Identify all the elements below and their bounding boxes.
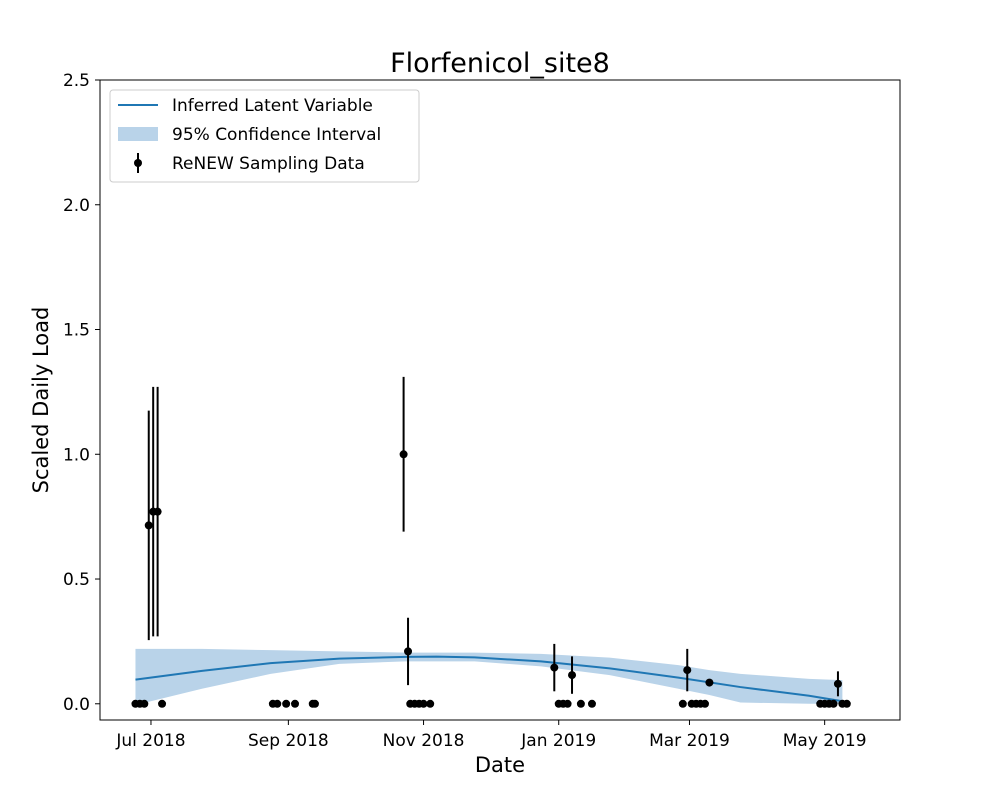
sample-point [587, 699, 596, 708]
y-tick-label: 1.0 [63, 445, 90, 465]
sample-point [705, 678, 714, 687]
legend: Inferred Latent Variable 95% Confidence … [109, 89, 420, 183]
y-tick-label: 0.0 [63, 695, 90, 715]
sample-point [153, 507, 162, 516]
sample-point [842, 699, 851, 708]
sample-point [563, 699, 572, 708]
x-tick-label: Jan 2019 [520, 731, 596, 751]
sample-point [833, 679, 842, 688]
y-axis-label: Scaled Daily Load [29, 307, 53, 494]
legend-label-samples: ReNEW Sampling Data [172, 154, 365, 174]
legend-frame [109, 89, 420, 183]
y-tick-label: 2.0 [63, 196, 90, 216]
sample-point [568, 671, 577, 680]
sample-point [158, 699, 167, 708]
legend-label-confidence: 95% Confidence Interval [172, 125, 381, 145]
sample-point [291, 699, 300, 708]
x-tick-label: May 2019 [783, 731, 867, 751]
x-tick-label: Jul 2018 [115, 731, 185, 751]
sample-point [282, 699, 291, 708]
y-tick-label: 2.5 [63, 71, 90, 91]
axes [99, 79, 901, 721]
sample-point [576, 699, 585, 708]
legend-band-swatch [118, 127, 158, 141]
latent-variable-line [135, 655, 843, 703]
plot-area [131, 376, 851, 708]
sample-point [829, 699, 838, 708]
sample-point [683, 666, 692, 675]
y-tick-label: 0.5 [63, 570, 90, 590]
sample-point [404, 647, 413, 656]
x-tick-label: Mar 2019 [649, 731, 730, 751]
legend-point-swatch [134, 159, 142, 167]
x-tick-label: Nov 2018 [383, 731, 465, 751]
chart-title: Florfenicol_site8 [390, 48, 610, 79]
y-axis-ticks: 0.0 0.5 1.0 1.5 2.0 2.5 [63, 71, 100, 715]
sample-point [140, 699, 149, 708]
y-tick-label: 1.5 [63, 321, 90, 341]
confidence-band [135, 648, 843, 706]
sample-point [678, 699, 687, 708]
sample-point [700, 699, 709, 708]
sample-point [310, 699, 319, 708]
sample-point [550, 663, 559, 672]
sample-point [419, 699, 428, 708]
sample-point [273, 699, 282, 708]
x-axis-label: Date [475, 753, 525, 777]
x-axis-ticks: Jul 2018 Sep 2018 Nov 2018 Jan 2019 Mar 2019… [115, 720, 867, 751]
sample-point [426, 699, 435, 708]
legend-label-latent: Inferred Latent Variable [172, 96, 373, 116]
x-tick-label: Sep 2018 [248, 731, 329, 751]
sample-point [144, 521, 153, 530]
axes-frame [99, 79, 901, 721]
sample-point [399, 450, 408, 459]
